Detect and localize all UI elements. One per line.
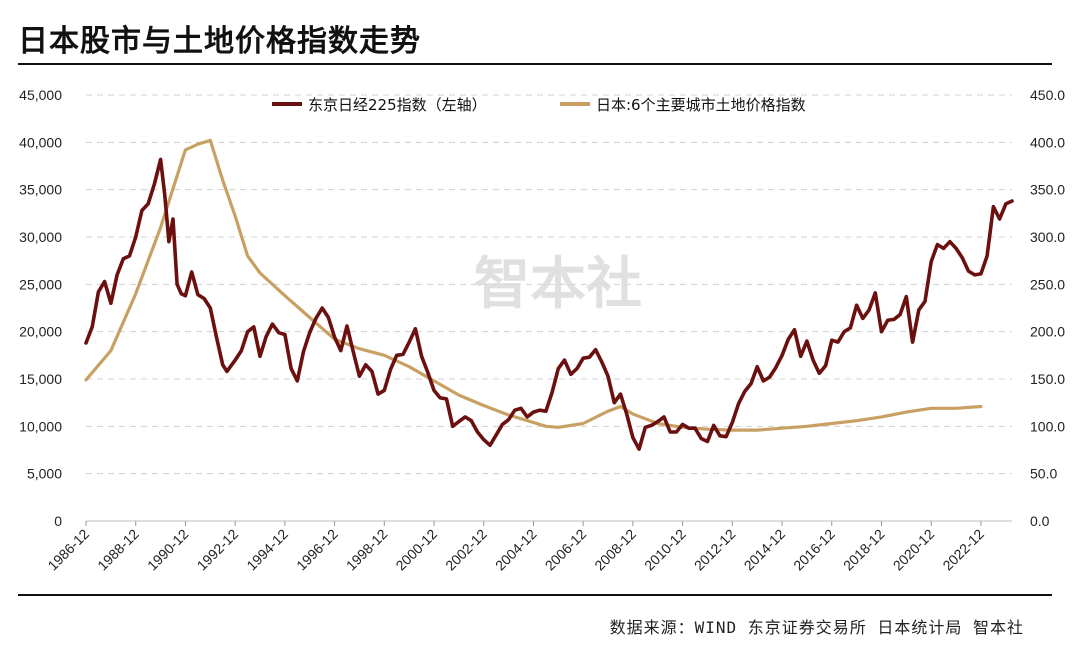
y-left-tick-label: 45,000 — [19, 87, 62, 103]
legend-label-nikkei: 东京日经225指数（左轴） — [308, 96, 487, 114]
y-right-tick-label: 450.0 — [1030, 87, 1065, 103]
footer-rule — [18, 594, 1052, 596]
y-left-tick-label: 15,000 — [19, 371, 62, 387]
y-left-tick-label: 25,000 — [19, 276, 62, 292]
y-left-tick-label: 20,000 — [19, 324, 62, 340]
x-tick-label: 1996-12 — [293, 526, 341, 574]
x-tick-label: 2012-12 — [691, 526, 739, 574]
x-tick-label: 2016-12 — [790, 526, 838, 574]
y-left-tick-label: 10,000 — [19, 418, 62, 434]
y-right-tick-label: 0.0 — [1030, 513, 1050, 529]
watermark: 智本社 — [474, 252, 642, 317]
legend-label-land: 日本:6个主要城市土地价格指数 — [596, 96, 806, 114]
gridlines — [86, 94, 1012, 522]
x-tick-label: 2014-12 — [741, 526, 789, 574]
y-right-tick-label: 400.0 — [1030, 134, 1065, 150]
x-tick-label: 2010-12 — [641, 526, 689, 574]
chart-title: 日本股市与土地价格指数走势 — [18, 24, 421, 59]
y-right-tick-label: 100.0 — [1030, 418, 1065, 434]
legend: 东京日经225指数（左轴） 日本:6个主要城市土地价格指数 — [272, 96, 806, 114]
y-right-tick-label: 250.0 — [1030, 276, 1065, 292]
x-axis: 1986-12 1988-12 1990-12 1992-12 1994-12 1996-… — [44, 521, 987, 573]
x-tick-label: 1990-12 — [144, 526, 192, 574]
y-left-tick-label: 30,000 — [19, 229, 62, 245]
title-rule — [18, 63, 1052, 65]
x-tick-label: 2004-12 — [492, 526, 540, 574]
source-note: 数据来源：WIND 东京证券交易所 日本统计局 智本社 — [609, 618, 1024, 637]
x-tick-label: 1988-12 — [94, 526, 142, 574]
y-axis-left: 0 5,000 10,000 15,000 20,000 25,000 30,000 35,0… — [19, 87, 62, 529]
y-right-tick-label: 200.0 — [1030, 324, 1065, 340]
y-left-tick-label: 5,000 — [27, 466, 62, 482]
y-axis-right: 0.0 50.0 100.0 150.0 200.0 250.0 300.0 350.0 400… — [1030, 87, 1065, 529]
x-tick-label: 2000-12 — [392, 526, 440, 574]
series-land-line — [84, 138, 983, 432]
x-tick-label: 1998-12 — [343, 526, 391, 574]
y-left-tick-label: 40,000 — [19, 134, 62, 150]
series-nikkei-line — [84, 157, 1014, 451]
y-right-tick-label: 150.0 — [1030, 371, 1065, 387]
y-right-tick-label: 350.0 — [1030, 182, 1065, 198]
y-right-tick-label: 50.0 — [1030, 466, 1057, 482]
y-right-tick-label: 300.0 — [1030, 229, 1065, 245]
x-tick-label: 1992-12 — [194, 526, 242, 574]
y-left-tick-label: 35,000 — [19, 182, 62, 198]
y-left-tick-label: 0 — [54, 513, 62, 529]
series-lines — [84, 138, 1014, 451]
x-tick-label: 1986-12 — [44, 526, 92, 574]
x-tick-label: 1994-12 — [243, 526, 291, 574]
x-tick-label: 2008-12 — [591, 526, 639, 574]
x-tick-label: 2006-12 — [542, 526, 590, 574]
x-tick-label: 2002-12 — [442, 526, 490, 574]
x-tick-label: 2022-12 — [939, 526, 987, 574]
x-tick-label: 2020-12 — [890, 526, 938, 574]
chart-svg: 智本社 0 5,000 10,000 15,000 20,000 25,000 30,000… — [19, 87, 1065, 573]
x-tick-label: 2018-12 — [840, 526, 888, 574]
